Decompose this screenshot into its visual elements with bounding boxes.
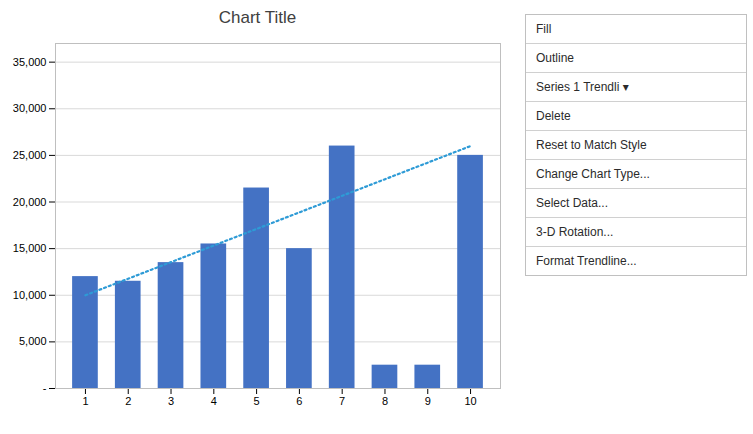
svg-text:4: 4	[211, 395, 217, 407]
svg-text:2: 2	[125, 395, 131, 407]
html-text:Outline: Outline	[536, 51, 574, 65]
html-text:Delete: Delete	[536, 109, 571, 123]
svg-text:15,000: 15,000	[13, 242, 47, 254]
svg-text:-: -	[43, 382, 47, 394]
html-text:Change Chart Type...: Change Chart Type...	[536, 167, 650, 181]
svg-text:10: 10	[464, 395, 476, 407]
svg-text:30,000: 30,000	[13, 102, 47, 114]
html-text:Reset to Match Style: Reset to Match Style	[536, 138, 647, 152]
svg-text:7: 7	[339, 395, 345, 407]
svg-text:25,000: 25,000	[13, 149, 47, 161]
html-text:Fill: Fill	[536, 22, 552, 36]
svg-text:20,000: 20,000	[13, 196, 47, 208]
html-text:Format Trendline...: Format Trendline...	[536, 254, 637, 268]
svg-text:8: 8	[382, 395, 388, 407]
svg-text:9: 9	[425, 395, 431, 407]
html-text:Select Data...: Select Data...	[536, 196, 608, 210]
html-text:3-D Rotation...: 3-D Rotation...	[536, 225, 614, 239]
svg-text:3: 3	[168, 395, 174, 407]
svg-text:35,000: 35,000	[13, 56, 47, 68]
svg-text:1: 1	[82, 395, 88, 407]
html-text:Series 1 Trendli ▾: Series 1 Trendli ▾	[536, 80, 629, 94]
html-text:Chart Title: Chart Title	[218, 8, 297, 27]
svg-text:6: 6	[296, 395, 302, 407]
svg-text:5,000: 5,000	[19, 335, 47, 347]
svg-text:5: 5	[254, 395, 260, 407]
svg-text:10,000: 10,000	[13, 289, 47, 301]
